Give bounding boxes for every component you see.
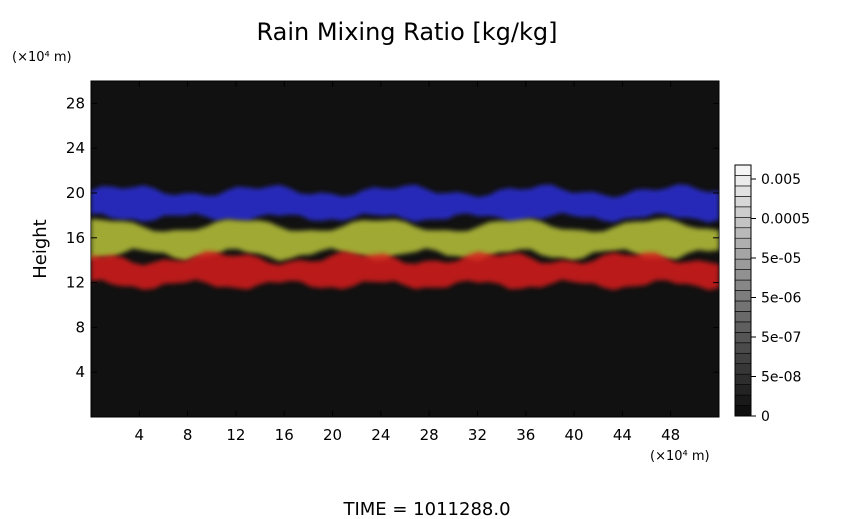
- y-tick-label: 28: [66, 94, 85, 112]
- x-tick-label: 20: [323, 426, 342, 444]
- rain-field: [91, 184, 719, 291]
- chart-title: Rain Mixing Ratio [kg/kg]: [256, 18, 557, 46]
- y-axis: 4 8 12 16 20 24 28: [66, 94, 719, 381]
- x-tick-label: 12: [226, 426, 245, 444]
- x-tick-label: 36: [516, 426, 535, 444]
- band-red: [91, 251, 719, 291]
- colorbar-label: 0.0005: [761, 212, 810, 228]
- y-tick-label: 16: [66, 229, 85, 247]
- y-tick-label: 20: [66, 184, 85, 202]
- time-label: TIME = 1011288.0: [342, 499, 510, 519]
- x-tick-label: 44: [613, 426, 632, 444]
- x-tick-label: 40: [565, 426, 584, 444]
- colorbar-label: 5e-07: [761, 330, 801, 346]
- colorbar-label: 5e-05: [761, 251, 801, 267]
- y-axis-label: Height: [30, 219, 51, 279]
- x-tick-label: 48: [661, 426, 680, 444]
- x-tick-label: 32: [468, 426, 487, 444]
- y-tick-label: 8: [75, 318, 85, 336]
- band-yellow-green: [91, 218, 719, 262]
- y-tick-label: 4: [75, 363, 85, 381]
- y-axis-unit: (×10⁴ m): [12, 50, 72, 65]
- colorbar-label: 5e-08: [761, 370, 801, 386]
- x-tick-label: 16: [275, 426, 294, 444]
- colorbar-label: 0: [761, 409, 770, 425]
- x-tick-label: 8: [183, 426, 193, 444]
- colorbar-label: 0.005: [761, 172, 801, 188]
- x-tick-label: 4: [135, 426, 145, 444]
- x-axis: 4 8 12 16 20 24 28 32 36 40 44 48: [135, 81, 680, 444]
- x-axis-unit: (×10⁴ m): [650, 449, 710, 464]
- band-blue: [91, 184, 719, 223]
- colorbar: 0.005 0.0005 5e-05 5e-06 5e-07 5e-08 0: [734, 164, 810, 425]
- y-tick-label: 12: [66, 274, 85, 292]
- colorbar-label: 5e-06: [761, 291, 801, 307]
- y-tick-label: 24: [66, 139, 85, 157]
- x-tick-label: 28: [420, 426, 439, 444]
- x-tick-label: 24: [371, 426, 390, 444]
